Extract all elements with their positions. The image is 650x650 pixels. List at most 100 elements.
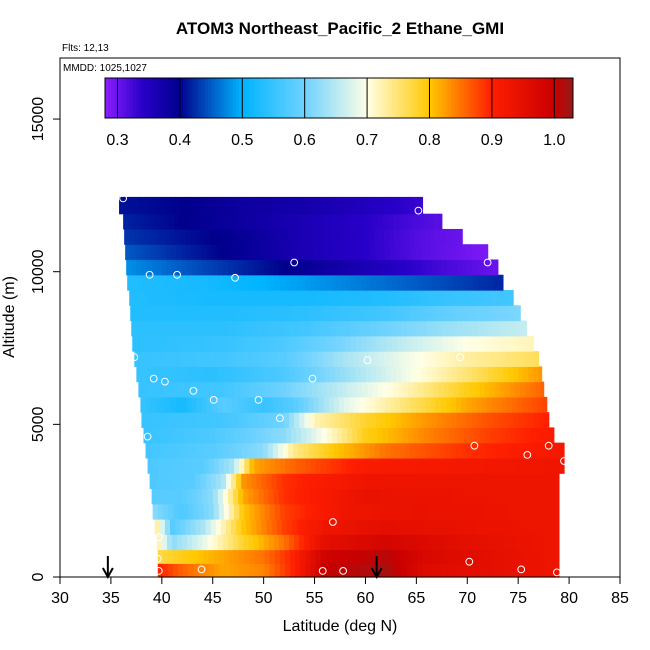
heatmap-cell xyxy=(503,457,510,474)
heatmap-cell xyxy=(229,503,235,520)
heatmap-cell xyxy=(343,473,349,490)
heatmap-cell xyxy=(328,305,335,322)
heatmap-cell xyxy=(371,549,378,564)
heatmap-cell xyxy=(250,213,257,230)
heatmap-cell xyxy=(549,503,556,520)
heatmap-cell xyxy=(497,320,504,337)
heatmap-cell xyxy=(456,442,462,459)
heatmap-cell xyxy=(215,290,222,306)
heatmap-cell xyxy=(349,442,355,459)
heatmap-cell xyxy=(286,427,292,444)
heatmap-cell xyxy=(342,381,348,398)
x-axis: 30 35 40 45 50 55 60 65 70 75 80 85 xyxy=(51,577,629,607)
heatmap-cell xyxy=(276,518,283,535)
heatmap-cell xyxy=(266,473,273,490)
heatmap-cell xyxy=(407,549,413,564)
heatmap-cell xyxy=(225,196,232,215)
heatmap-cell xyxy=(148,213,155,230)
heatmap-cell xyxy=(389,442,396,459)
heatmap-cell xyxy=(200,473,207,490)
colorbar-segment xyxy=(479,78,484,118)
heatmap-cell xyxy=(332,473,339,490)
heatmap-cell xyxy=(150,396,157,413)
colorbar-segment xyxy=(108,78,112,118)
heatmap-cell xyxy=(335,274,342,291)
heatmap-cell xyxy=(461,396,467,413)
heatmap-cell xyxy=(336,427,343,444)
heatmap-cell xyxy=(491,442,498,459)
heatmap-cell xyxy=(236,518,242,535)
heatmap-cell xyxy=(203,563,210,578)
heatmap-cell xyxy=(469,381,475,398)
heatmap-cell xyxy=(317,518,324,535)
heatmap-cell xyxy=(271,290,278,306)
heatmap-cell xyxy=(402,274,408,291)
heatmap-cell xyxy=(364,305,371,322)
heatmap-cell xyxy=(195,518,202,535)
heatmap-cell xyxy=(258,534,265,551)
heatmap-cell xyxy=(493,457,500,474)
heatmap-cell xyxy=(311,381,318,398)
heatmap-cell xyxy=(284,488,290,505)
heatmap-cell xyxy=(376,503,383,520)
heatmap-cell xyxy=(392,381,399,398)
colorbar-segment xyxy=(204,78,209,118)
heatmap-cell xyxy=(539,549,546,564)
heatmap-cell xyxy=(233,259,239,276)
heatmap-cell xyxy=(159,196,166,215)
heatmap-cell xyxy=(485,351,492,367)
heatmap-cell xyxy=(166,412,173,428)
heatmap-cell xyxy=(272,396,279,413)
heatmap-cell xyxy=(223,549,230,564)
colorbar-tick-label: 0.8 xyxy=(418,132,440,149)
heatmap-cell xyxy=(516,351,522,367)
heatmap-cell xyxy=(472,320,479,337)
heatmap-cell xyxy=(353,473,359,490)
heatmap-cell xyxy=(381,457,388,474)
heatmap-cell xyxy=(237,244,243,261)
heatmap-cell xyxy=(459,381,465,398)
heatmap-cell xyxy=(156,488,163,505)
heatmap-cell xyxy=(342,427,348,444)
heatmap-cell xyxy=(452,320,458,337)
heatmap-cell xyxy=(199,427,206,444)
heatmap-cell xyxy=(540,427,547,444)
heatmap-cell xyxy=(310,335,317,352)
heatmap-cell xyxy=(365,534,372,551)
heatmap-cell xyxy=(191,396,198,413)
heatmap-cell xyxy=(514,549,520,564)
heatmap-cell xyxy=(157,457,164,474)
heatmap-cell xyxy=(333,305,340,322)
heatmap-cell xyxy=(186,305,192,322)
heatmap-cell xyxy=(293,442,299,459)
heatmap-cell xyxy=(474,427,481,444)
heatmap-cell xyxy=(139,228,146,245)
heatmap-cell xyxy=(329,259,336,276)
heatmap-cell xyxy=(343,518,349,535)
heatmap-cell xyxy=(478,274,485,291)
colorbar-segment xyxy=(282,78,287,118)
date-label: MMDD: 1025,1027 xyxy=(63,63,147,74)
heatmap-cell xyxy=(454,427,460,444)
heatmap-cell xyxy=(392,427,399,444)
colorbar-tick-label: 0.4 xyxy=(169,132,191,149)
heatmap-cell xyxy=(367,213,374,230)
heatmap-cell xyxy=(474,381,481,398)
observation-point xyxy=(414,206,423,215)
heatmap-cell xyxy=(542,442,549,459)
heatmap-cell xyxy=(280,381,287,398)
heatmap-cell xyxy=(255,381,262,398)
heatmap-cell xyxy=(368,518,375,535)
heatmap-row xyxy=(136,366,543,383)
heatmap-cell xyxy=(317,196,324,215)
heatmap-cell xyxy=(139,290,146,306)
heatmap-cell xyxy=(396,534,402,551)
heatmap-cell xyxy=(385,488,392,505)
heatmap-cell xyxy=(241,290,247,306)
heatmap-cell xyxy=(123,213,129,230)
heatmap-cell xyxy=(320,457,327,474)
heatmap-cell xyxy=(251,351,258,367)
heatmap-cell xyxy=(439,290,446,306)
heatmap-cell xyxy=(478,549,485,564)
heatmap-cell xyxy=(321,427,328,444)
